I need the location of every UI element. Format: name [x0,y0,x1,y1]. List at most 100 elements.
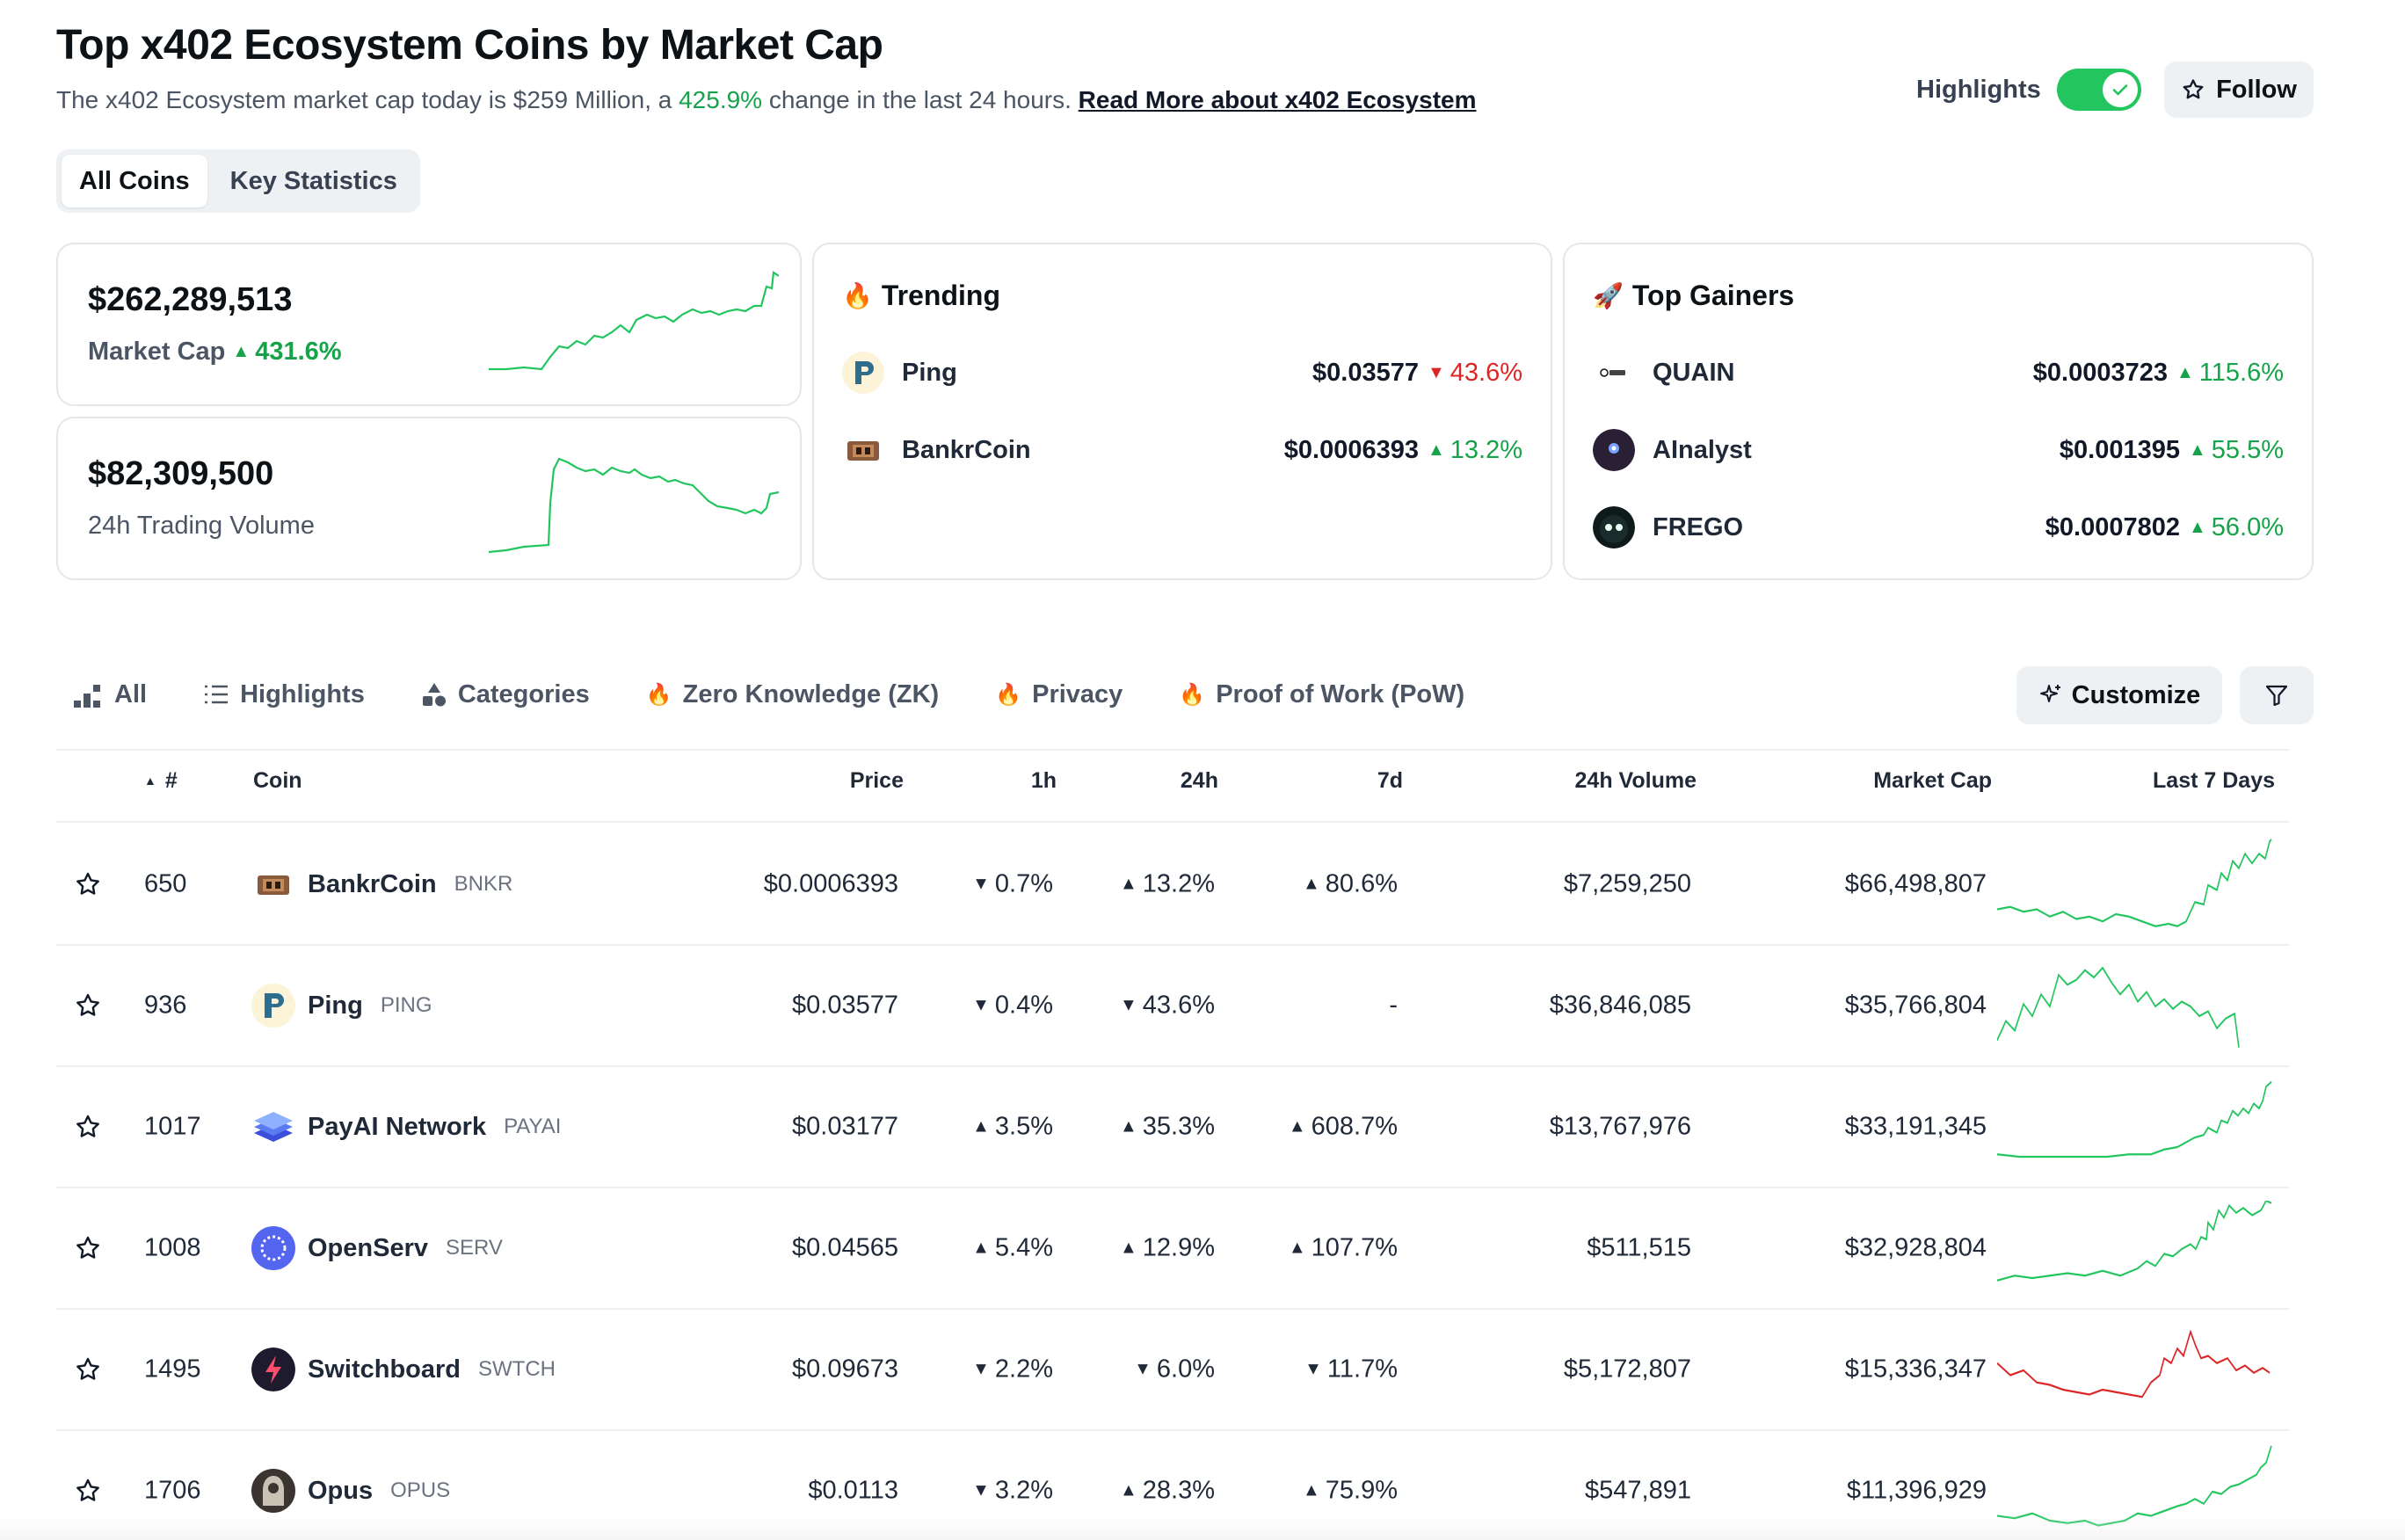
fire-icon: 🔥 [1179,682,1206,707]
filter-zero-knowledge[interactable]: 🔥 Zero Knowledge (ZK) [646,680,940,709]
trending-price: $0.0006393 [1283,435,1419,464]
filter-categories[interactable]: Categories [421,680,590,709]
change-d7: ▲ 75.9% [1303,1477,1398,1506]
gainer-price: $0.001395 [2059,435,2180,464]
caret-up-icon: ▲ [1119,874,1137,894]
coin-name[interactable]: Opus [308,1476,374,1505]
star-icon[interactable] [74,870,102,898]
table-row[interactable]: 650 BankrCoin BNKR $0.0006393 ▼ 0.7% ▲ 13.… [56,824,2289,946]
check-icon [2102,72,2138,107]
change-value: 80.6% [1325,869,1398,898]
gainer-item[interactable]: AInalyst $0.001395 ▲ 55.5% [1593,425,2284,475]
trending-item[interactable]: Ping $0.03577 ▼ 43.6% [842,348,1522,397]
gainer-item[interactable]: FREGO $0.0007802 ▲ 56.0% [1593,503,2284,552]
coin-cell[interactable]: PayAI Network PAYAI [251,1105,561,1149]
gainer-item[interactable]: QUAIN $0.0003723 ▲ 115.6% [1593,348,2284,397]
change-d7: ▼ 11.7% [1304,1355,1398,1384]
row-rank: 1008 [144,1233,201,1262]
fire-icon: 🔥 [995,682,1022,707]
header-24h[interactable]: 24h [1180,768,1218,793]
filter-all[interactable]: All [74,680,147,709]
filter-label: Privacy [1032,679,1123,708]
coin-cell[interactable]: Switchboard SWTCH [251,1348,556,1391]
coin-cell[interactable]: Ping PING [251,984,432,1028]
opus-logo [251,1469,295,1513]
table-row[interactable]: 1017 PayAI Network PAYAI $0.03177 ▲ 3.5% … [56,1067,2289,1188]
caret-up-icon: ▲ [1119,1116,1137,1137]
star-icon[interactable] [74,1234,102,1262]
shapes-icon [422,683,446,707]
follow-button[interactable]: Follow [2164,62,2314,118]
sort-icon: ▲ [144,774,156,788]
change-value: 75.9% [1325,1476,1398,1505]
row-sparkline [1997,838,2272,927]
coin-cell[interactable]: OpenServ SERV [251,1226,503,1270]
change-h1: ▲ 3.5% [972,1113,1053,1142]
coin-symbol: BNKR [454,872,513,896]
star-icon[interactable] [74,1355,102,1384]
table-row[interactable]: 936 Ping PING $0.03577 ▼ 0.4% ▼ 43.6% - $3… [56,946,2289,1067]
change-h1: ▲ 5.4% [972,1234,1053,1263]
change-value: 0.7% [994,869,1053,898]
filter-proof-of-work[interactable]: 🔥 Proof of Work (PoW) [1179,680,1464,709]
header-price[interactable]: Price [849,768,904,793]
subtitle-change: 425.9% [679,86,763,113]
star-icon[interactable] [74,992,102,1020]
change-value: 107.7% [1311,1233,1398,1262]
coin-name[interactable]: OpenServ [308,1233,428,1262]
table-row[interactable]: 1008 OpenServ SERV $0.04565 ▲ 5.4% ▲ 12.9%… [56,1188,2289,1310]
caret-down-icon: ▼ [1427,362,1445,382]
table-row[interactable]: 1495 Switchboard SWTCH $0.09673 ▼ 2.2% ▼ 6… [56,1310,2289,1431]
tab-all-coins[interactable]: All Coins [62,155,207,207]
coin-name[interactable]: Switchboard [308,1355,461,1384]
coin-name[interactable]: Ping [308,991,363,1020]
trending-item[interactable]: BankrCoin $0.0006393 ▲ 13.2% [842,425,1522,475]
row-price: $0.04565 [792,1233,898,1262]
caret-down-icon: ▼ [1134,1359,1152,1379]
header-1h[interactable]: 1h [1030,768,1057,793]
change-value: 28.3% [1142,1476,1215,1505]
highlights-toggle[interactable] [2056,69,2141,111]
header-24h-volume[interactable]: 24h Volume [1574,768,1697,793]
change-h1: ▼ 3.2% [972,1477,1053,1506]
ainalyst-logo [1593,429,1635,471]
bankrcoin-logo [847,441,879,461]
row-market-cap: $35,766,804 [1844,991,1987,1020]
row-price: $0.0006393 [763,869,898,898]
star-icon[interactable] [74,1477,102,1505]
coin-cell[interactable]: BankrCoin BNKR [251,862,512,906]
change-value: 5.4% [994,1233,1053,1262]
customize-button[interactable]: Customize [2016,666,2222,724]
coin-name[interactable]: PayAI Network [308,1112,487,1141]
row-market-cap: $32,928,804 [1844,1233,1987,1262]
table-row[interactable]: 1706 Opus OPUS $0.0113 ▼ 3.2% ▲ 28.3% ▲ 75.… [56,1431,2289,1540]
openserv-logo [251,1226,295,1270]
header-7d[interactable]: 7d [1377,768,1403,793]
coin-name[interactable]: BankrCoin [308,869,437,898]
filter-button[interactable] [2240,666,2314,724]
header-market-cap[interactable]: Market Cap [1873,768,1992,793]
coin-symbol: SWTCH [478,1357,556,1381]
header-coin[interactable]: Coin [253,768,302,793]
coin-symbol: PING [380,993,432,1017]
row-rank: 1017 [144,1112,201,1141]
filter-privacy[interactable]: 🔥 Privacy [995,680,1123,709]
header-rank[interactable]: ▲ # [144,768,178,794]
row-volume: $13,767,976 [1549,1112,1691,1141]
caret-down-icon: ▼ [972,1480,990,1500]
gainer-change: 55.5% [2211,435,2284,464]
gainer-change: 56.0% [2211,512,2284,541]
filter-highlights[interactable]: Highlights [203,680,365,709]
customize-label: Customize [2071,680,2201,709]
change-value: 12.9% [1142,1233,1215,1262]
change-value: 11.7% [1326,1355,1398,1384]
coin-cell[interactable]: Opus OPUS [251,1469,450,1513]
row-price: $0.09673 [792,1355,898,1384]
star-icon[interactable] [74,1113,102,1141]
filter-label: Proof of Work (PoW) [1216,679,1465,708]
change-h24: ▲ 35.3% [1120,1113,1215,1142]
caret-down-icon: ▼ [972,1359,990,1379]
tab-key-statistics[interactable]: Key Statistics [229,167,397,195]
read-more-link[interactable]: Read More about x402 Ecosystem [1078,86,1477,113]
